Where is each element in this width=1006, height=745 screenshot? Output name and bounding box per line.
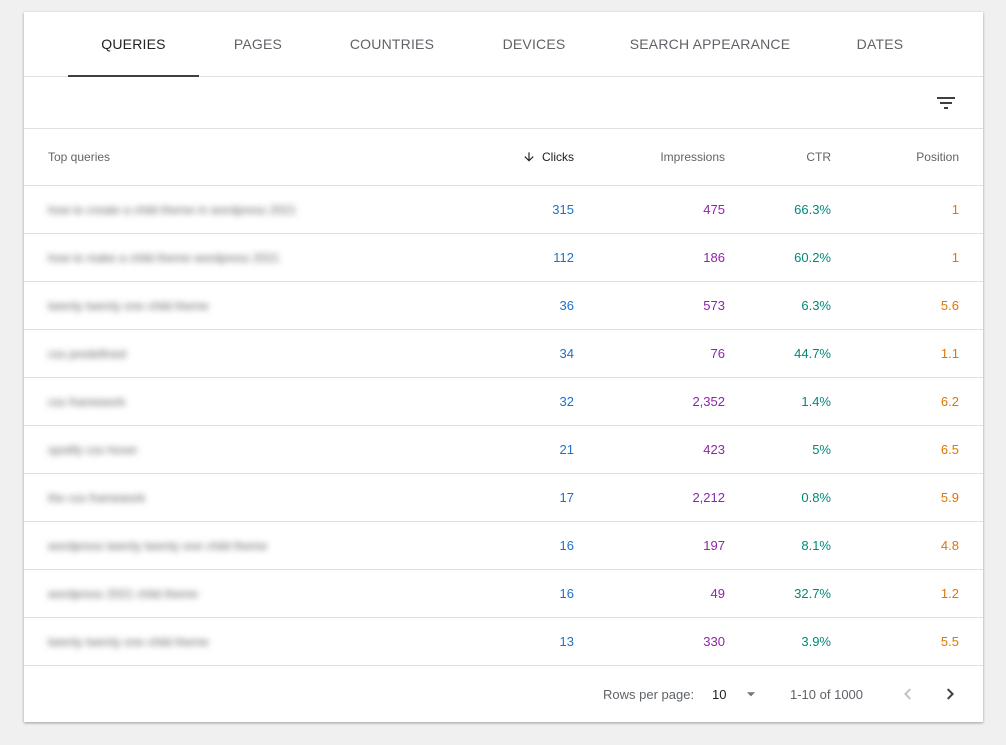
ctr-cell: 60.2% — [794, 250, 831, 265]
position-cell: 5.6 — [940, 298, 959, 313]
position-cell: 1.2 — [940, 586, 959, 601]
table-row[interactable]: spotify css hover 21 423 5% 6.5 — [24, 426, 983, 474]
next-page-button[interactable] — [939, 666, 963, 722]
clicks-cell: 112 — [553, 250, 574, 265]
ctr-cell: 66.3% — [794, 202, 831, 217]
column-header-impressions[interactable]: Impressions — [660, 150, 725, 164]
pagination-bar: Rows per page: 10 1-10 of 1000 — [24, 666, 983, 722]
table-row[interactable]: how to create a child theme in wordpress… — [24, 186, 983, 234]
ctr-cell: 0.8% — [801, 490, 831, 505]
table-row[interactable]: twenty twenty one child theme 13 330 3.9… — [24, 618, 983, 666]
report-tabs: QUERIES PAGES COUNTRIES DEVICES SEARCH A… — [24, 12, 983, 77]
table-row[interactable]: how to make a child theme wordpress 2021… — [24, 234, 983, 282]
chevron-left-icon — [904, 688, 911, 700]
clicks-cell: 16 — [559, 538, 574, 553]
ctr-cell: 32.7% — [794, 586, 831, 601]
position-cell: 5.5 — [940, 634, 959, 649]
rows-per-page-value: 10 — [712, 686, 727, 702]
filter-list-icon[interactable] — [934, 91, 958, 115]
rows-per-page-select[interactable]: 10 — [712, 666, 758, 722]
impressions-cell: 49 — [710, 586, 725, 601]
tab-devices[interactable]: DEVICES — [502, 36, 566, 52]
table-row[interactable]: the css framework 17 2,212 0.8% 5.9 — [24, 474, 983, 522]
query-cell: how to make a child theme wordpress 2021 — [48, 250, 280, 265]
clicks-cell: 21 — [559, 442, 574, 457]
tab-search-appearance[interactable]: SEARCH APPEARANCE — [629, 36, 791, 52]
impressions-cell: 330 — [703, 634, 725, 649]
chevron-right-icon — [947, 688, 954, 700]
position-cell: 1 — [951, 250, 959, 265]
query-cell: css framework — [48, 394, 126, 409]
impressions-cell: 573 — [703, 298, 725, 313]
impressions-cell: 423 — [703, 442, 725, 457]
rows-per-page-label: Rows per page: — [603, 686, 695, 702]
column-header-query: Top queries — [48, 150, 111, 164]
table-row[interactable]: css framework 32 2,352 1.4% 6.2 — [24, 378, 983, 426]
column-header-clicks-label: Clicks — [542, 150, 574, 164]
impressions-cell: 475 — [703, 202, 725, 217]
ctr-cell: 6.3% — [801, 298, 831, 313]
impressions-cell: 186 — [703, 250, 725, 265]
table-header: Top queries Clicks Impressions CTR Posit… — [24, 129, 983, 186]
query-cell: wordpress 2021 child theme — [48, 586, 199, 601]
clicks-cell: 16 — [559, 586, 574, 601]
query-cell: the css framework — [48, 490, 146, 505]
column-header-ctr[interactable]: CTR — [806, 150, 831, 164]
tab-queries[interactable]: QUERIES — [68, 12, 199, 77]
tab-pages[interactable]: PAGES — [233, 36, 283, 52]
tab-dates[interactable]: DATES — [856, 36, 904, 52]
previous-page-button[interactable] — [895, 666, 919, 722]
table-row[interactable]: css predefined 34 76 44.7% 1.1 — [24, 330, 983, 378]
arrow-down-icon — [524, 152, 534, 162]
position-cell: 6.5 — [940, 442, 959, 457]
performance-card: QUERIES PAGES COUNTRIES DEVICES SEARCH A… — [24, 12, 983, 722]
clicks-cell: 315 — [552, 202, 574, 217]
position-cell: 1 — [951, 202, 959, 217]
query-cell: twenty twenty one child theme — [48, 298, 209, 313]
position-cell: 1.1 — [940, 346, 959, 361]
caret-down-icon — [747, 692, 756, 697]
query-cell: css predefined — [48, 346, 127, 361]
ctr-cell: 8.1% — [801, 538, 831, 553]
column-header-position[interactable]: Position — [916, 150, 959, 164]
pagination-range: 1-10 of 1000 — [790, 686, 864, 702]
query-cell: spotify css hover — [48, 442, 138, 457]
position-cell: 4.8 — [940, 538, 959, 553]
query-cell: wordpress twenty twenty one child theme — [48, 538, 268, 553]
clicks-cell: 36 — [559, 298, 574, 313]
ctr-cell: 3.9% — [801, 634, 831, 649]
query-cell: twenty twenty one child theme — [48, 634, 209, 649]
ctr-cell: 5% — [812, 442, 831, 457]
clicks-cell: 17 — [559, 490, 574, 505]
impressions-cell: 197 — [703, 538, 725, 553]
tab-countries[interactable]: COUNTRIES — [349, 36, 435, 52]
impressions-cell: 2,352 — [692, 394, 725, 409]
clicks-cell: 13 — [559, 634, 574, 649]
impressions-cell: 2,212 — [692, 490, 725, 505]
ctr-cell: 1.4% — [801, 394, 831, 409]
query-cell: how to create a child theme in wordpress… — [48, 202, 297, 217]
position-cell: 5.9 — [940, 490, 959, 505]
ctr-cell: 44.7% — [794, 346, 831, 361]
impressions-cell: 76 — [710, 346, 725, 361]
column-header-clicks[interactable]: Clicks — [522, 129, 574, 185]
table-row[interactable]: wordpress 2021 child theme 16 49 32.7% 1… — [24, 570, 983, 618]
table-row[interactable]: twenty twenty one child theme 36 573 6.3… — [24, 282, 983, 330]
table-row[interactable]: wordpress twenty twenty one child theme … — [24, 522, 983, 570]
clicks-cell: 34 — [559, 346, 574, 361]
filter-bar — [24, 77, 983, 129]
position-cell: 6.2 — [940, 394, 959, 409]
clicks-cell: 32 — [559, 394, 574, 409]
